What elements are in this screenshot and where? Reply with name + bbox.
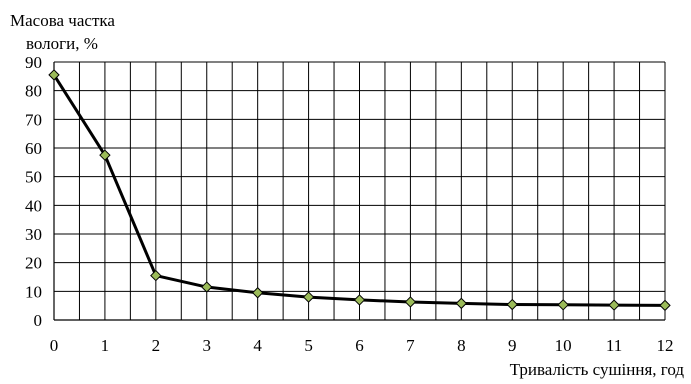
data-point-marker: [251, 287, 264, 299]
data-point-marker: [404, 296, 417, 308]
data-point-marker: [557, 299, 569, 311]
axis-labels: Масова частка вологи, % Тривалість сушін…: [10, 11, 684, 379]
x-tick-label: 0: [50, 336, 59, 355]
data-point-marker: [201, 281, 213, 293]
x-tick-label: 8: [457, 336, 466, 355]
y-tick-label: 30: [25, 225, 42, 244]
y-tick-label: 40: [25, 196, 42, 215]
x-tick-label: 4: [253, 336, 262, 355]
y-tick-labels: 0 10 20 30 40 50 60 70 80 90: [25, 53, 42, 330]
y-tick-label: 10: [25, 282, 42, 301]
data-point-marker: [150, 269, 162, 282]
x-tick-label: 3: [203, 336, 212, 355]
x-tick-label: 9: [508, 336, 517, 355]
x-tick-label: 12: [657, 336, 674, 355]
y-tick-label: 80: [25, 82, 42, 101]
data-point-marker: [455, 297, 468, 310]
data-point-marker: [48, 69, 60, 81]
y-axis-label-line-2: вологи, %: [26, 34, 98, 53]
data-point-marker: [506, 298, 518, 311]
x-tick-label: 11: [606, 336, 622, 355]
x-tick-labels: 0 1 2 3 4 5 6 7 8 9 10 11 12: [50, 336, 674, 355]
data-point-marker: [302, 291, 315, 303]
data-point-marker: [608, 299, 620, 311]
y-tick-label: 70: [25, 110, 42, 129]
x-tick-label: 2: [152, 336, 161, 355]
x-axis-label: Тривалість сушіння, год: [510, 360, 685, 379]
y-axis-label-line-1: Масова частка: [10, 11, 115, 30]
x-tick-label: 10: [555, 336, 572, 355]
y-tick-label: 20: [25, 254, 42, 273]
x-tick-label: 5: [304, 336, 313, 355]
y-tick-label: 60: [25, 139, 42, 158]
y-tick-label: 90: [25, 53, 42, 72]
x-tick-label: 7: [406, 336, 415, 355]
x-tick-label: 6: [355, 336, 364, 355]
y-tick-label: 50: [25, 168, 42, 187]
data-point-marker: [659, 299, 671, 312]
data-point-marker: [353, 294, 366, 306]
axes: [53, 62, 665, 321]
grid: [53, 61, 666, 321]
series: [48, 69, 671, 312]
data-point-marker: [99, 149, 111, 161]
y-tick-label: 0: [34, 311, 43, 330]
x-tick-label: 1: [101, 336, 110, 355]
